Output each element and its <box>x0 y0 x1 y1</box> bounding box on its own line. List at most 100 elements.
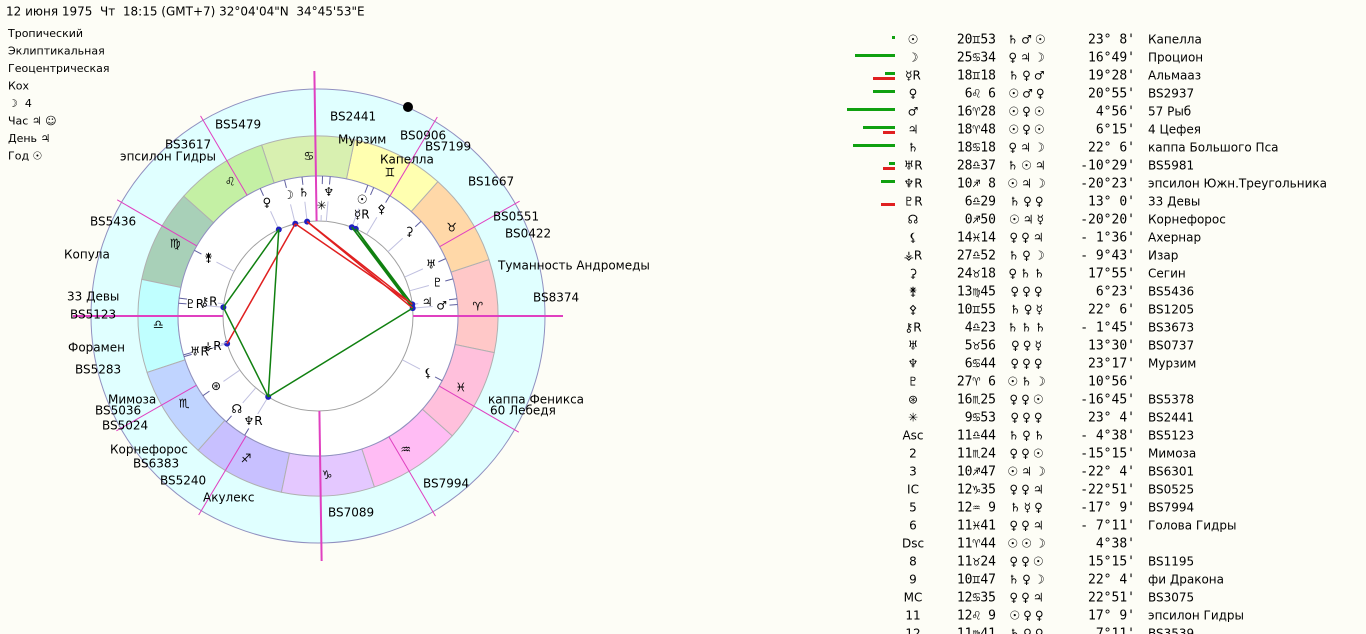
star-label: каппа Феникса <box>488 393 584 407</box>
row-rulers: ♀♄♄ <box>1008 267 1047 281</box>
planet-glyph: ⚳ <box>405 225 414 239</box>
row-star: фи Дракона <box>1148 573 1224 587</box>
row-position: 6♋44 <box>965 357 996 372</box>
row-declination: 23° 4' <box>1088 411 1135 426</box>
row-declination: 6°23' <box>1096 285 1135 300</box>
strength-good <box>885 72 895 75</box>
sign-glyph: ♊ <box>385 166 396 180</box>
row-symbol: ♄ <box>908 141 919 155</box>
house-cusp <box>438 385 520 433</box>
planet-tick <box>179 297 188 300</box>
row-symbol: ⚷R <box>904 321 921 335</box>
house-cusp <box>388 436 436 517</box>
row-symbol: ⊛ <box>908 393 918 407</box>
row-position: 12♌ 9 <box>957 609 996 624</box>
row-symbol: ♅R <box>903 159 922 173</box>
row-rulers: ☉♀♀ <box>1009 609 1046 623</box>
row-symbol: IC <box>907 483 919 497</box>
row-rulers: ♄☉♃ <box>1007 159 1048 173</box>
row-declination: 19°28' <box>1088 69 1135 84</box>
row-symbol: MC <box>904 591 923 605</box>
strength-good <box>847 108 895 111</box>
row-star: BS1205 <box>1148 303 1194 317</box>
planet-tick <box>445 278 454 282</box>
row-position: 14♓14 <box>957 231 996 246</box>
row-rulers: ☉♃☽ <box>1007 177 1048 191</box>
row-rulers: ♀♀♃ <box>1009 591 1046 605</box>
row-star: Капелла <box>1148 33 1202 47</box>
planet-glyph: ♆ <box>323 185 334 199</box>
row-rulers: ♀♀♃ <box>1009 519 1046 533</box>
row-declination: - 1°45' <box>1080 321 1135 336</box>
row-symbol: 2 <box>909 447 917 461</box>
row-rulers: ♄♀♂ <box>1008 69 1047 83</box>
planet-glyph: ♃ <box>422 295 433 309</box>
row-star: BS5123 <box>1148 429 1194 443</box>
aspect-line <box>306 221 413 305</box>
house-cusp <box>200 115 248 196</box>
row-star: BS7994 <box>1148 501 1194 515</box>
row-star: BS6301 <box>1148 465 1194 479</box>
row-rulers: ♀♀♃ <box>1009 231 1046 245</box>
star-label: BS3617 <box>165 138 211 152</box>
star-label: BS0551 <box>493 210 539 224</box>
row-star: 33 Девы <box>1148 195 1200 209</box>
row-position: 12♒ 9 <box>957 501 996 516</box>
planet-tick <box>370 187 375 196</box>
aspect-circle <box>222 220 414 412</box>
house-cusp <box>313 71 318 222</box>
star-label: BS7089 <box>328 506 374 520</box>
star-label: Акулекс <box>203 491 254 505</box>
row-symbol: ☿R <box>905 69 921 83</box>
row-star: BS5378 <box>1148 393 1194 407</box>
planet-glyph: ☽ <box>283 188 294 202</box>
chart-info: День ♃ <box>8 132 50 145</box>
planet-tick <box>438 258 446 263</box>
star-label: BS7994 <box>423 477 469 491</box>
row-rulers: ♄♀☿ <box>1010 303 1046 317</box>
planet-glyph: ⚷R <box>200 294 217 308</box>
row-position: 18♊18 <box>957 69 996 84</box>
row-star: BS5981 <box>1148 159 1194 173</box>
row-symbol: ⚴ <box>909 303 918 317</box>
planet-glyph: ⚸ <box>424 366 433 380</box>
row-star: 57 Рыб <box>1148 105 1191 119</box>
planet-pointer <box>207 343 228 350</box>
sign-glyph: ♐ <box>241 451 252 465</box>
strength-bad <box>873 77 895 80</box>
star-label: BS0906 <box>400 129 446 143</box>
row-rulers: ♄♀☽ <box>1008 573 1047 587</box>
star-label: BS7199 <box>425 140 471 154</box>
planet-pointer <box>270 211 280 230</box>
star-label: Мимоза <box>108 393 156 407</box>
row-symbol: ✳ <box>908 411 918 425</box>
planet-pointer <box>223 369 241 382</box>
planet-glyph: ☊ <box>231 402 242 416</box>
row-position: 25♋34 <box>957 51 996 66</box>
house-cusp <box>318 410 323 561</box>
strength-good <box>892 36 895 39</box>
planet-pointer <box>351 208 360 228</box>
planet-pointer <box>216 261 235 272</box>
row-rulers: ☉♃☿ <box>1009 213 1047 227</box>
row-star: BS0525 <box>1148 483 1194 497</box>
strength-good <box>881 180 895 183</box>
row-star: BS0737 <box>1148 339 1194 353</box>
row-position: 28♎37 <box>957 159 996 174</box>
row-star: BS3539 <box>1148 627 1194 634</box>
row-position: 11♈44 <box>957 537 996 552</box>
planet-tick <box>448 298 457 301</box>
row-declination: 4°56' <box>1096 105 1135 120</box>
row-symbol: ⚶R <box>904 249 923 263</box>
aspect-line <box>226 223 296 344</box>
row-declination: 22° 6' <box>1088 303 1135 318</box>
marker <box>403 102 413 112</box>
star-label: BS0422 <box>505 227 551 241</box>
row-rulers: ♄♂☉ <box>1007 33 1048 47</box>
row-symbol: ♇R <box>903 195 922 209</box>
row-declination: -22° 4' <box>1080 465 1135 480</box>
star-label: Мурзим <box>338 133 386 147</box>
row-declination: -10°29' <box>1080 159 1135 174</box>
planet-pointer <box>220 341 227 345</box>
row-declination: 22° 6' <box>1088 141 1135 156</box>
